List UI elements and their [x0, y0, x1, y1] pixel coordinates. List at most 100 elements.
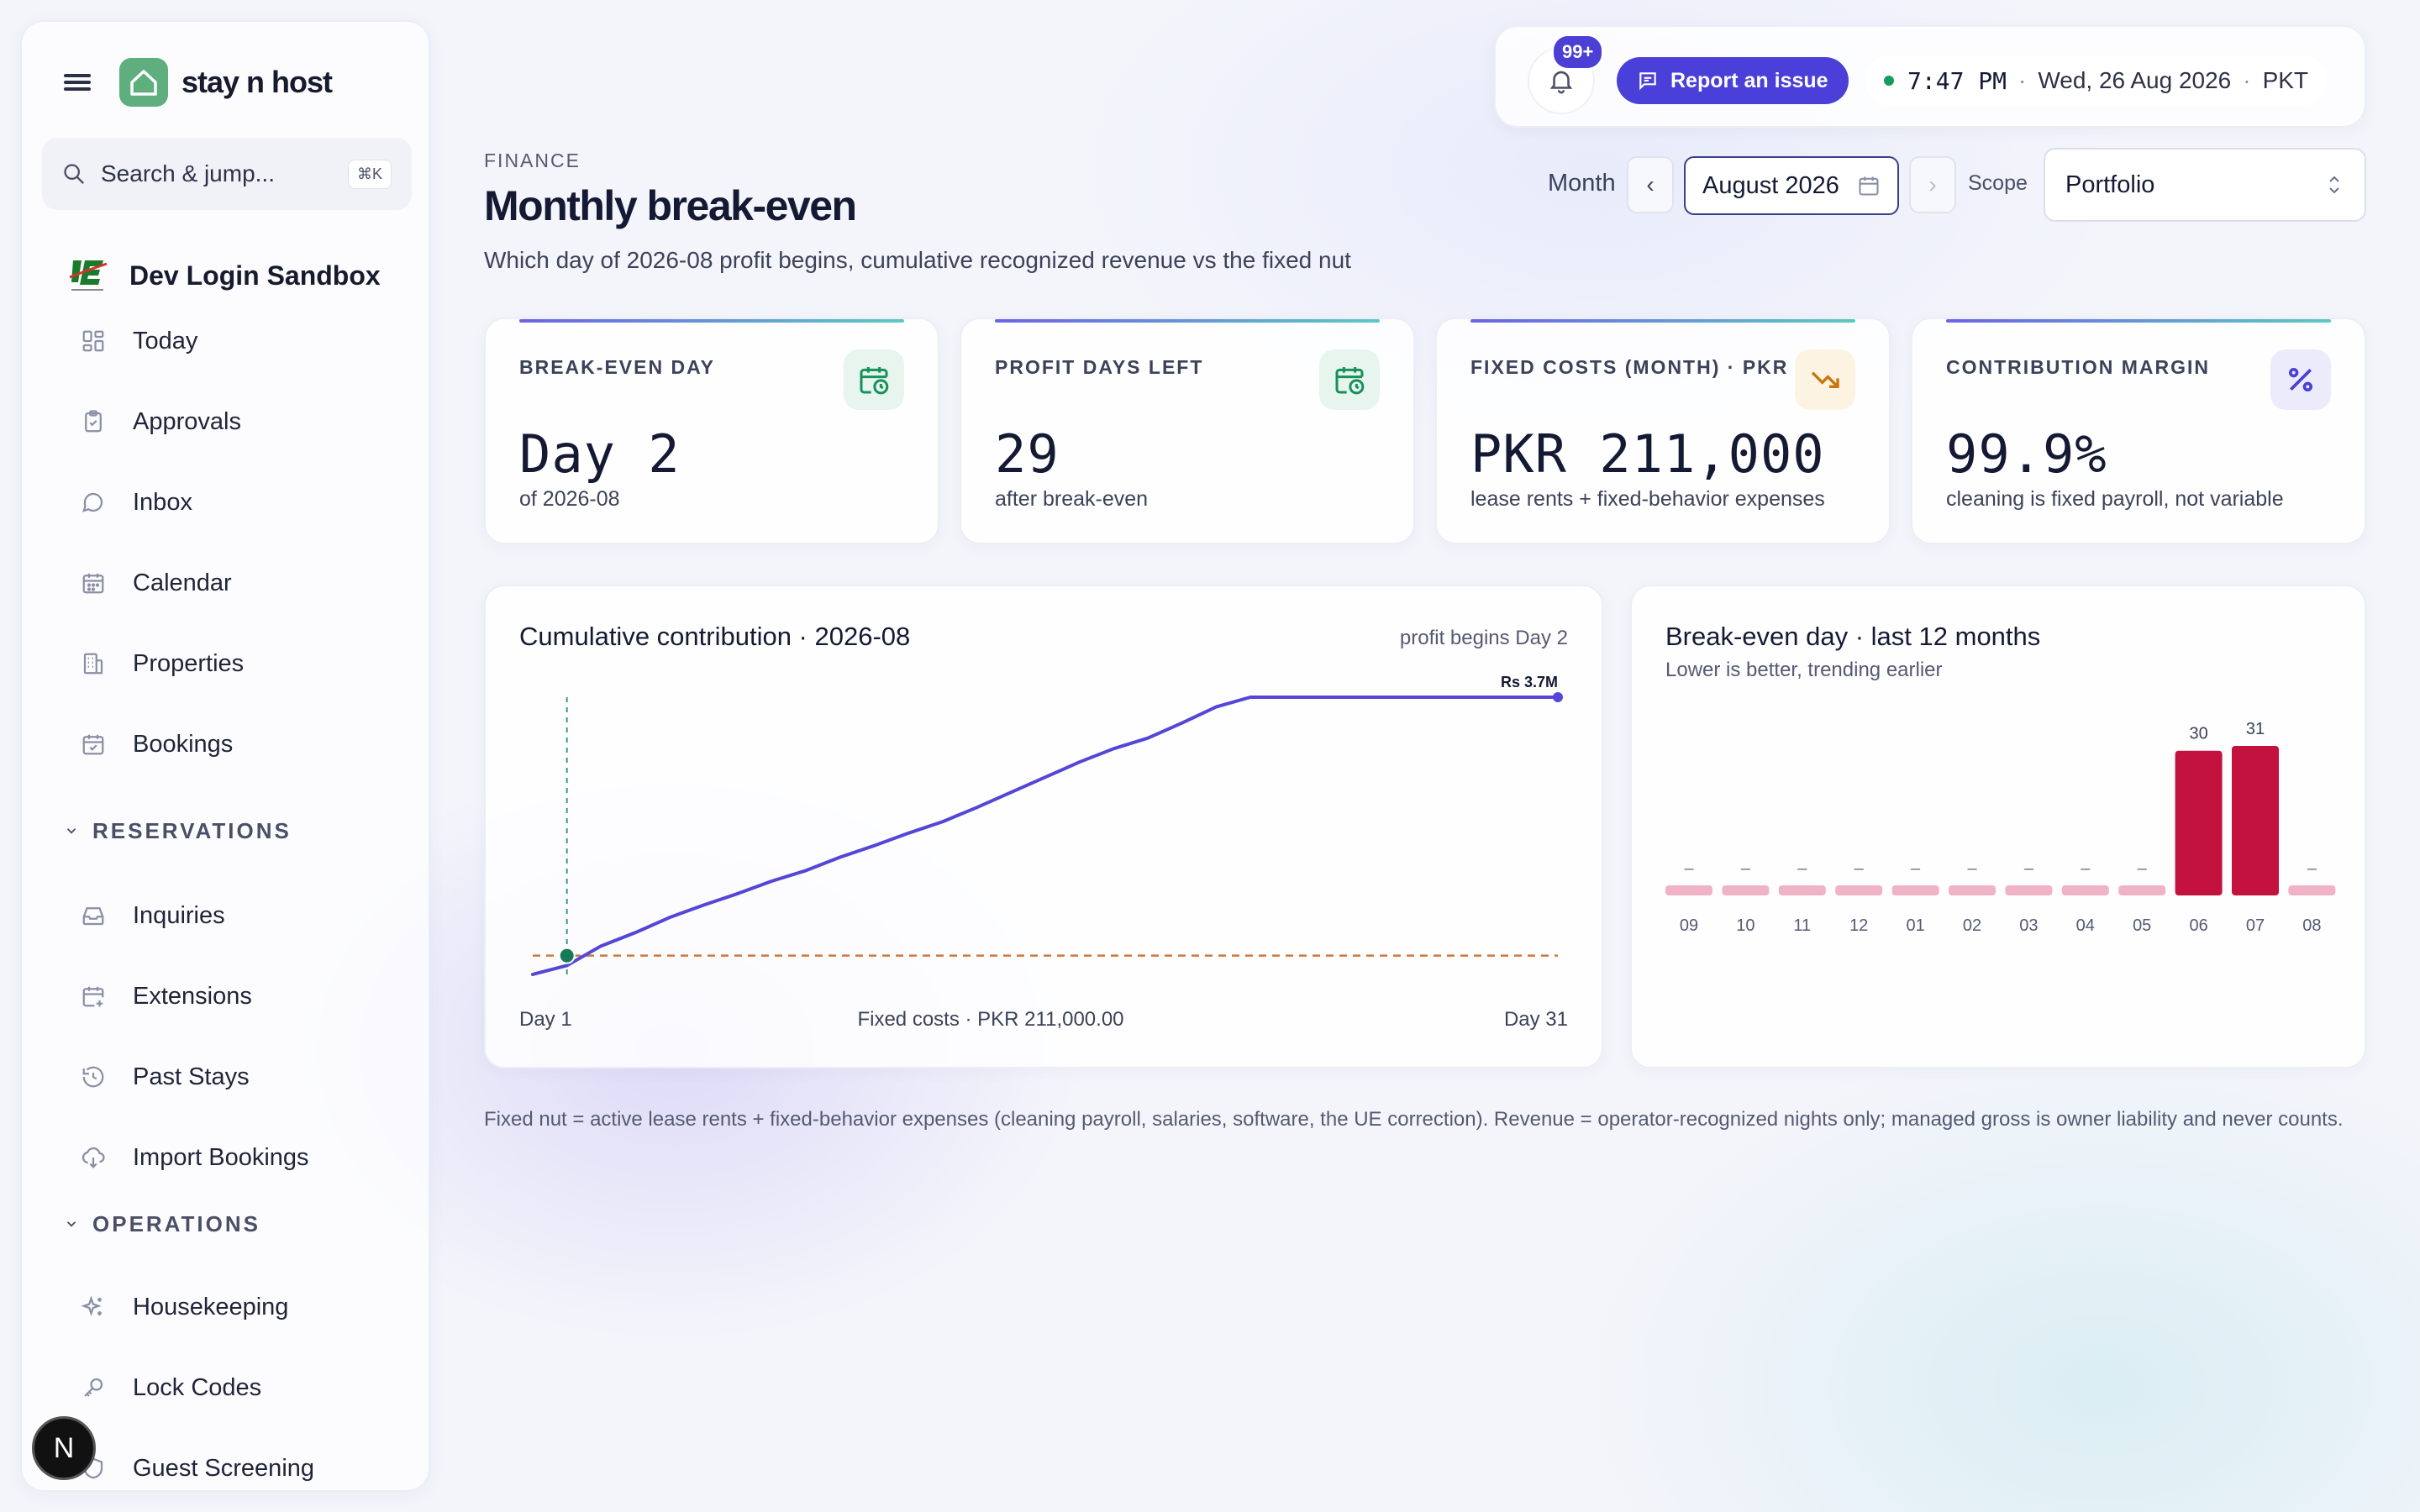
- kpi-card-fixed-costs: FIXED COSTS (MONTH) · PKR PKR 211,000 le…: [1435, 318, 1891, 544]
- bar-value-label: –: [1967, 859, 1977, 878]
- prev-month-button[interactable]: ‹: [1627, 156, 1674, 213]
- sidebar-item-label: Inbox: [133, 488, 192, 516]
- section-label: OPERATIONS: [92, 1211, 260, 1236]
- sidebar-item-inquiries[interactable]: Inquiries: [79, 890, 225, 941]
- bar-value-label: –: [2081, 859, 2091, 878]
- bar-empty: [2061, 885, 2109, 895]
- search-input[interactable]: Search & jump... ⌘K: [42, 138, 412, 210]
- sidebar-item-properties[interactable]: Properties: [79, 638, 244, 689]
- kpi-card-profit-days-left: PROFIT DAYS LEFT 29 after break-even: [960, 318, 1415, 544]
- sidebar-item-approvals[interactable]: Approvals: [79, 396, 241, 447]
- x-tick-label: 07: [2246, 916, 2265, 935]
- scope-label: Scope: [1968, 171, 2028, 195]
- sidebar-item-today[interactable]: Today: [79, 316, 197, 366]
- user-avatar[interactable]: N: [32, 1416, 96, 1480]
- sidebar-item-label: Inquiries: [133, 901, 225, 929]
- building-icon: [79, 649, 108, 678]
- cloud-download-icon: [79, 1143, 108, 1172]
- report-issue-button[interactable]: Report an issue: [1617, 57, 1849, 104]
- bar-empty: [1835, 885, 1883, 895]
- report-issue-label: Report an issue: [1670, 68, 1828, 92]
- sidebar-item-past-stays[interactable]: Past Stays: [79, 1052, 250, 1102]
- next-month-button[interactable]: ›: [1909, 156, 1956, 213]
- org-switcher[interactable]: Dev Login Sandbox: [66, 254, 381, 297]
- x-tick-label: 03: [2019, 916, 2038, 935]
- sidebar-item-label: Properties: [133, 649, 245, 677]
- bar-empty: [1722, 885, 1770, 895]
- kpi-sub: lease rents + fixed-behavior expenses: [1470, 487, 1825, 511]
- page-subtitle: Which day of 2026-08 profit begins, cumu…: [484, 247, 1351, 273]
- bar-value-label: –: [1684, 859, 1694, 878]
- sidebar-item-extensions[interactable]: Extensions: [79, 971, 252, 1021]
- footnote: Fixed nut = active lease rents + fixed-b…: [484, 1108, 2344, 1131]
- x-tick-label: 05: [2133, 916, 2151, 935]
- bar-empty: [2288, 885, 2336, 895]
- section-operations[interactable]: OPERATIONS: [64, 1211, 260, 1237]
- sidebar-item-lock-codes[interactable]: Lock Codes: [79, 1362, 261, 1413]
- kpi-value: Day 2: [519, 423, 681, 485]
- bar-empty: [1778, 885, 1826, 895]
- chevron-down-icon: [64, 1211, 79, 1237]
- fixed-costs-label: Fixed costs · PKR 211,000.00: [857, 1008, 1124, 1031]
- calendar-icon: [1859, 176, 1879, 196]
- sidebar-item-label: Calendar: [133, 569, 232, 596]
- section-reservations[interactable]: RESERVATIONS: [64, 818, 292, 844]
- sidebar-item-label: Guest Screening: [133, 1454, 315, 1482]
- sidebar-item-label: Housekeeping: [133, 1293, 289, 1320]
- dashboard-icon: [79, 327, 108, 355]
- card-accent: [995, 319, 1380, 323]
- sidebar-item-bookings[interactable]: Bookings: [79, 719, 233, 769]
- chevron-down-icon: [64, 818, 79, 844]
- calendar-clock-icon: [1319, 349, 1380, 410]
- menu-icon[interactable]: [64, 72, 91, 92]
- clipboard-check-icon: [79, 407, 108, 436]
- kpi-card-contribution-margin: CONTRIBUTION MARGIN 99.9% cleaning is fi…: [1911, 318, 2366, 544]
- inbox-tray-icon: [79, 901, 108, 930]
- card-accent: [1470, 319, 1855, 323]
- kpi-card-breakeven-day: BREAK-EVEN DAY Day 2 of 2026-08: [484, 318, 939, 544]
- profit-begins-note: profit begins Day 2: [1399, 627, 1568, 649]
- chat-bubble-icon: [79, 488, 108, 517]
- bar-value-label: –: [1911, 859, 1921, 878]
- month-picker[interactable]: August 2026: [1684, 156, 1899, 215]
- x-tick-label: 10: [1736, 916, 1754, 935]
- clock-widget: 7:47 PM · Wed, 26 Aug 2026 · PKT: [1865, 55, 2328, 106]
- x-tick-label: 08: [2302, 916, 2321, 935]
- message-alert-icon: [1637, 70, 1659, 92]
- sidebar-item-guest-screening[interactable]: Guest Screening: [79, 1443, 315, 1490]
- breakeven-history-card: Break-even day · last 12 months Lower is…: [1630, 585, 2366, 1068]
- sidebar-item-label: Approvals: [133, 407, 241, 435]
- bar-empty: [1891, 885, 1939, 895]
- kpi-label: BREAK-EVEN DAY: [519, 356, 715, 378]
- page-eyebrow: FINANCE: [484, 150, 581, 171]
- svg-text:31: 31: [2246, 720, 2265, 738]
- sidebar-item-housekeeping[interactable]: Housekeeping: [79, 1282, 288, 1332]
- search-placeholder: Search & jump...: [101, 160, 275, 186]
- month-label: Month: [1548, 170, 1616, 197]
- sidebar-item-label: Lock Codes: [133, 1373, 262, 1401]
- clock-timezone: PKT: [2262, 67, 2309, 93]
- sidebar-item-label: Past Stays: [133, 1063, 250, 1090]
- org-logo-icon: [66, 254, 109, 297]
- bar-empty: [2005, 885, 2053, 895]
- sidebar-item-calendar[interactable]: Calendar: [79, 558, 232, 608]
- kpi-value: 29: [995, 423, 1060, 485]
- sidebar-item-import-bookings[interactable]: Import Bookings: [79, 1132, 309, 1183]
- bar-value-label: –: [2024, 859, 2034, 878]
- bell-icon: [1549, 71, 1573, 94]
- brand-name: stay n host: [182, 65, 333, 99]
- chart-subtitle: Lower is better, trending earlier: [1665, 659, 1943, 681]
- x-start-label: Day 1: [519, 1008, 572, 1031]
- x-tick-label: 01: [1906, 916, 1924, 935]
- bar: [2175, 750, 2223, 895]
- sidebar-item-inbox[interactable]: Inbox: [79, 477, 192, 528]
- cumulative-contribution-card: Cumulative contribution · 2026-08 profit…: [484, 585, 1603, 1068]
- section-label: RESERVATIONS: [92, 818, 292, 843]
- scope-select[interactable]: Portfolio: [2044, 148, 2366, 222]
- sidebar-item-label: Today: [133, 327, 198, 354]
- scope-value: Portfolio: [2065, 171, 2155, 198]
- svg-text:30: 30: [2189, 725, 2207, 743]
- bar-value-label: –: [1797, 859, 1807, 878]
- page-title: Monthly break-even: [484, 182, 857, 229]
- cumulative-revenue-line: [531, 696, 1560, 976]
